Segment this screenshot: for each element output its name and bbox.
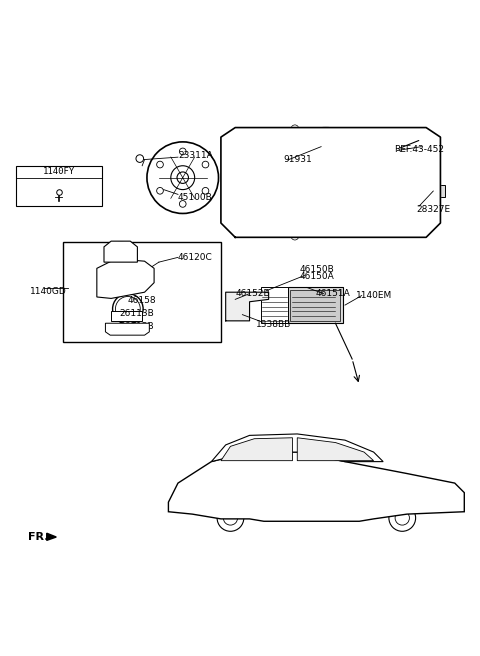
- Text: 46120C: 46120C: [178, 253, 213, 262]
- Bar: [16, 166, 102, 206]
- Polygon shape: [47, 533, 56, 541]
- Polygon shape: [106, 323, 149, 335]
- Polygon shape: [221, 127, 441, 237]
- Text: 1140EM: 1140EM: [356, 291, 392, 300]
- Polygon shape: [168, 452, 464, 522]
- Text: 46158: 46158: [128, 296, 156, 305]
- Bar: [63, 242, 221, 342]
- Bar: [111, 312, 142, 321]
- Polygon shape: [211, 434, 383, 462]
- Text: 23311A: 23311A: [178, 151, 213, 160]
- Text: 46150B: 46150B: [300, 265, 335, 274]
- Bar: [262, 287, 288, 323]
- Bar: [433, 185, 445, 197]
- Text: 26113B: 26113B: [120, 309, 155, 318]
- Text: 46152B: 46152B: [235, 289, 270, 298]
- Text: 1140FY: 1140FY: [43, 167, 75, 176]
- Bar: [288, 287, 343, 323]
- Text: 91931: 91931: [283, 155, 312, 164]
- Text: 1338BB: 1338BB: [256, 319, 291, 329]
- Text: 46150A: 46150A: [300, 272, 335, 281]
- Text: REF.43-452: REF.43-452: [394, 146, 444, 155]
- Text: 46151A: 46151A: [315, 289, 350, 298]
- Text: 1140GD: 1140GD: [30, 287, 67, 296]
- Polygon shape: [97, 259, 154, 298]
- Polygon shape: [104, 241, 137, 262]
- Text: 45100B: 45100B: [178, 194, 213, 202]
- Text: FR.: FR.: [28, 532, 48, 542]
- Text: 28327E: 28327E: [417, 205, 451, 214]
- Polygon shape: [226, 292, 269, 321]
- Polygon shape: [221, 438, 292, 461]
- Bar: [290, 290, 340, 321]
- Text: 26112B: 26112B: [120, 322, 155, 331]
- Polygon shape: [297, 438, 373, 461]
